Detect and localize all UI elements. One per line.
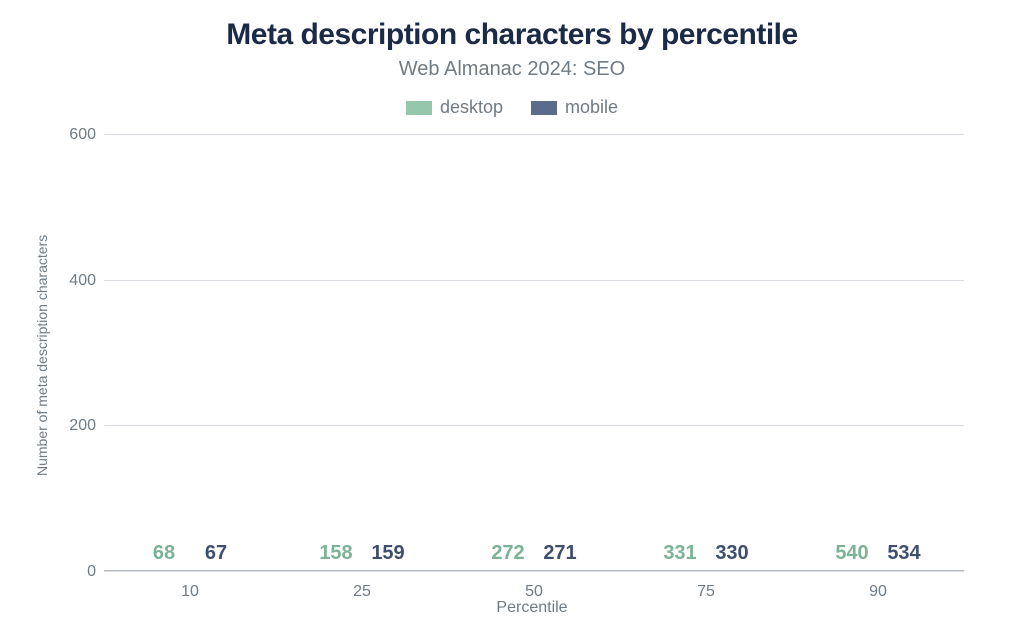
chart-title: Meta description characters by percentil… — [30, 18, 994, 52]
plot-wrap: Number of meta description characters 02… — [30, 128, 994, 623]
legend-label-desktop: desktop — [440, 97, 503, 118]
bar-value-label: 159 — [371, 542, 404, 571]
bar-value-label: 272 — [491, 542, 524, 571]
chart-container: Meta description characters by percentil… — [0, 0, 1024, 633]
legend-item-mobile: mobile — [531, 97, 618, 118]
bar-value-label: 331 — [663, 542, 696, 571]
legend-label-mobile: mobile — [565, 97, 618, 118]
y-tick-label: 600 — [69, 126, 104, 144]
bar-value-label: 158 — [319, 542, 352, 571]
bar-value-label: 271 — [543, 542, 576, 571]
y-tick-label: 200 — [69, 417, 104, 435]
chart-subtitle: Web Almanac 2024: SEO — [30, 58, 994, 81]
x-tick-label: 50 — [525, 571, 543, 601]
plot-area: 0200400600 68671015815925272271503313307… — [104, 134, 964, 571]
bar-groups: 68671015815925272271503313307554053490 — [104, 134, 964, 571]
bar-value-label: 330 — [715, 542, 748, 571]
legend-swatch-desktop — [406, 101, 432, 115]
x-axis-title: Percentile — [70, 599, 994, 617]
legend-item-desktop: desktop — [406, 97, 503, 118]
bar-value-label: 534 — [887, 542, 920, 571]
legend: desktop mobile — [30, 97, 994, 118]
y-tick-label: 0 — [87, 563, 104, 581]
x-tick-label: 10 — [181, 571, 199, 601]
bar-value-label: 68 — [153, 542, 175, 571]
x-tick-label: 75 — [697, 571, 715, 601]
y-axis-title: Number of meta description characters — [30, 88, 54, 623]
bar-value-label: 540 — [835, 542, 868, 571]
x-tick-label: 25 — [353, 571, 371, 601]
y-tick-label: 400 — [69, 272, 104, 290]
bar-value-label: 67 — [205, 542, 227, 571]
legend-swatch-mobile — [531, 101, 557, 115]
y-axis-spacer — [54, 128, 104, 623]
x-tick-label: 90 — [869, 571, 887, 601]
